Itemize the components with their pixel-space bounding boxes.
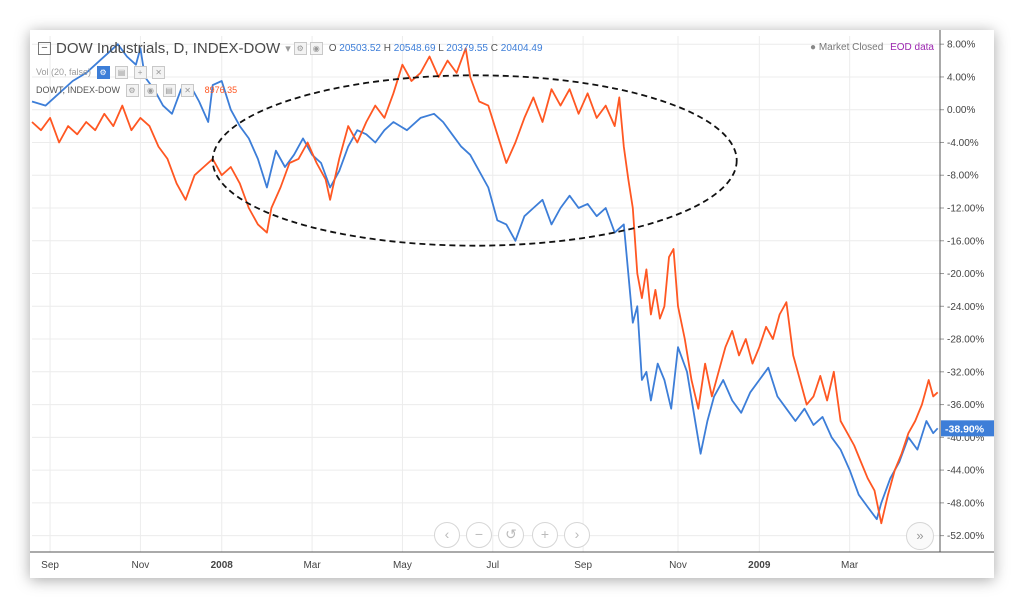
last-value-badge [941,420,994,437]
y-tick-label: -24.00% [947,302,984,313]
x-tick-label: 2008 [211,560,234,571]
x-tick-label: Mar [841,560,859,571]
open-label: O [328,43,337,54]
x-tick-label: Mar [303,560,321,571]
chart-panel: 8.00% 4.00% 0.00% -4.00% -8.00% -12.00% -16.00… [30,30,994,578]
compare-series-label[interactable]: DOWT, INDEX-DOW [36,85,120,95]
market-status-text: Market Closed [818,42,884,53]
y-tick-label: -28.00% [947,335,984,346]
x-tick-label: Nov [669,560,687,571]
market-status: ● Market Closed EOD data [810,42,934,53]
y-tick-label: -36.00% [947,400,984,411]
y-tick-label: -20.00% [947,269,984,280]
collapse-square-icon[interactable]: − [38,42,51,55]
price-chart[interactable]: 8.00% 4.00% 0.00% -4.00% -8.00% -12.00% -16.00… [30,30,994,578]
y-tick-label: 0.00% [947,105,975,116]
chart-title[interactable]: DOW Industrials, D, INDEX-DOW [56,40,281,57]
close-value: 20404.49 [500,43,543,54]
x-tick-label: Nov [132,560,150,571]
close-icon[interactable]: ✕ [152,66,166,79]
low-label: L [438,43,444,54]
y-tick-label: 4.00% [947,72,975,83]
y-tick-label: -12.00% [947,204,984,215]
visibility-icon[interactable]: ◉ [144,84,158,97]
x-tick-label: Jul [486,560,499,571]
open-value: 20503.52 [339,43,381,54]
high-value: 20548.69 [393,43,436,54]
low-value: 20379.55 [446,43,488,54]
data-source-label[interactable]: EOD data [890,42,934,53]
close-icon[interactable]: ✕ [181,84,195,97]
reset-chart-button[interactable]: ↺ [498,522,524,548]
high-label: H [383,43,392,54]
scroll-forward-button[interactable]: › [564,522,590,548]
volume-study-label[interactable]: Vol (20, false) [36,67,92,77]
close-label: C [490,43,499,54]
settings-icon[interactable]: ⚙ [96,66,110,79]
dow-industrials-line [31,43,939,521]
status-dot-icon: ● [810,42,817,53]
dowt-line [31,47,939,525]
settings-icon[interactable]: ⚙ [293,42,307,55]
x-tick-label: 2009 [748,560,771,571]
y-tick-label: -4.00% [947,138,979,149]
format-icon[interactable]: ▤ [162,84,176,97]
y-tick-label: -40.00% [947,433,984,444]
y-tick-label: -32.00% [947,367,984,378]
x-tick-label: Sep [574,560,592,571]
y-tick-label: -48.00% [947,498,984,509]
highlight-ellipse [211,74,738,247]
settings-icon[interactable]: ⚙ [125,84,139,97]
y-tick-label: -8.00% [947,171,979,182]
add-icon[interactable]: + [133,66,147,79]
scroll-back-button[interactable]: ‹ [434,522,460,548]
format-icon[interactable]: ▤ [115,66,129,79]
volume-study-row: Vol (20, false) ⚙ ▤ + ✕ [36,66,166,79]
scroll-to-realtime-button[interactable]: » [906,522,934,550]
compare-series-value: 8976.35 [204,85,238,95]
x-tick-label: Sep [41,560,59,571]
visibility-icon[interactable]: ◉ [309,42,323,55]
y-tick-label: 8.00% [947,40,975,51]
ohlc-readout: O 20503.52 H 20548.69 L 20379.55 C 20404… [329,43,543,54]
series-legend-header: − DOW Industrials, D, INDEX-DOW ▾ ⚙ ◉ O … [38,40,543,57]
chevron-down-icon[interactable]: ▾ [285,43,291,55]
y-tick-label: -52.00% [947,531,984,542]
last-value-label: -38.90% [945,423,985,435]
y-tick-label: -16.00% [947,236,984,247]
zoom-in-button[interactable]: + [532,522,558,548]
y-tick-label: -44.00% [947,466,984,477]
zoom-out-button[interactable]: − [466,522,492,548]
x-tick-label: May [393,560,412,571]
compare-series-row: DOWT, INDEX-DOW ⚙ ◉ ▤ ✕ 8976.35 [36,84,237,97]
